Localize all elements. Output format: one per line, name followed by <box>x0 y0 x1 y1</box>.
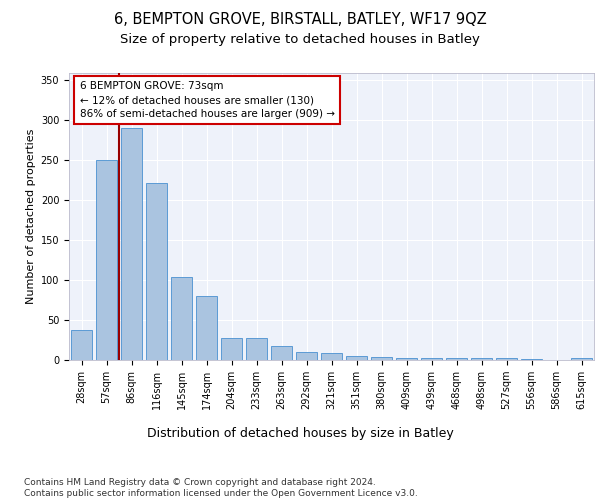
Bar <box>421 358 442 360</box>
Bar <box>571 358 592 360</box>
Bar <box>396 358 417 360</box>
Bar <box>321 353 342 360</box>
Bar <box>446 358 467 360</box>
Bar <box>271 346 292 360</box>
Bar <box>71 330 92 360</box>
Bar <box>171 277 192 360</box>
Bar <box>371 357 392 360</box>
Y-axis label: Number of detached properties: Number of detached properties <box>26 128 37 304</box>
Bar <box>96 160 117 360</box>
Bar <box>496 358 517 360</box>
Bar <box>296 352 317 360</box>
Text: Distribution of detached houses by size in Batley: Distribution of detached houses by size … <box>146 428 454 440</box>
Bar <box>521 359 542 360</box>
Bar <box>146 182 167 360</box>
Bar <box>346 356 367 360</box>
Bar <box>221 338 242 360</box>
Bar <box>471 358 492 360</box>
Text: Size of property relative to detached houses in Batley: Size of property relative to detached ho… <box>120 32 480 46</box>
Bar <box>196 296 217 360</box>
Bar <box>246 338 267 360</box>
Text: 6 BEMPTON GROVE: 73sqm
← 12% of detached houses are smaller (130)
86% of semi-de: 6 BEMPTON GROVE: 73sqm ← 12% of detached… <box>79 81 335 119</box>
Bar <box>121 128 142 360</box>
Text: 6, BEMPTON GROVE, BIRSTALL, BATLEY, WF17 9QZ: 6, BEMPTON GROVE, BIRSTALL, BATLEY, WF17… <box>113 12 487 28</box>
Text: Contains HM Land Registry data © Crown copyright and database right 2024.
Contai: Contains HM Land Registry data © Crown c… <box>24 478 418 498</box>
